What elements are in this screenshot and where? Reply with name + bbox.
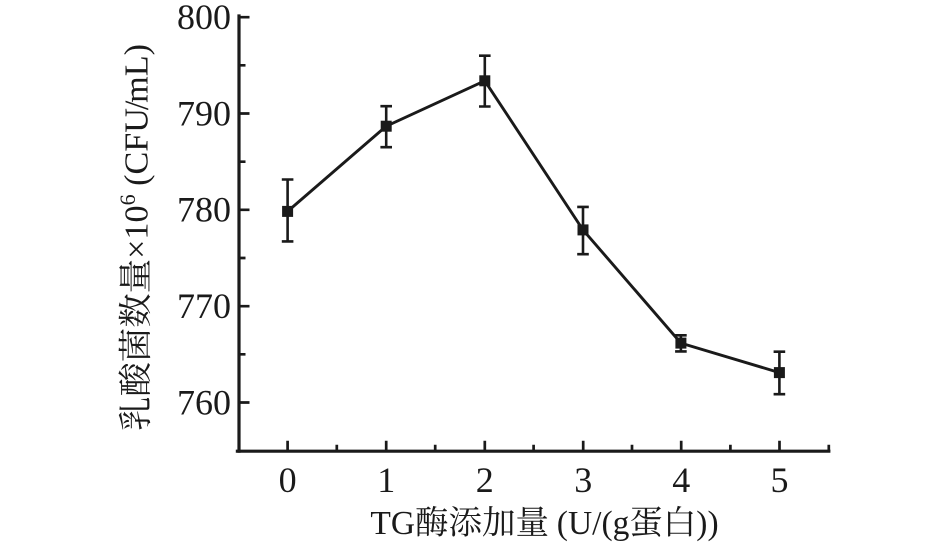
svg-text:1: 1 bbox=[377, 460, 395, 500]
svg-text:(U/(g: (U/(g bbox=[557, 505, 630, 542]
svg-text:780: 780 bbox=[177, 190, 231, 230]
svg-text:/: / bbox=[119, 100, 156, 110]
svg-text:4: 4 bbox=[672, 460, 690, 500]
svg-text:770: 770 bbox=[177, 286, 231, 326]
svg-text:0: 0 bbox=[279, 460, 297, 500]
svg-text:×10: ×10 bbox=[119, 205, 156, 258]
svg-text:5: 5 bbox=[771, 460, 789, 500]
svg-text:mL): mL) bbox=[119, 44, 156, 103]
svg-text:2: 2 bbox=[476, 460, 494, 500]
svg-text:790: 790 bbox=[177, 93, 231, 133]
svg-text:)): )) bbox=[696, 505, 718, 542]
svg-text:(CFU: (CFU bbox=[119, 108, 156, 186]
svg-text:800: 800 bbox=[177, 0, 231, 37]
svg-text:6: 6 bbox=[115, 194, 140, 205]
svg-text:760: 760 bbox=[177, 382, 231, 422]
svg-text:TG: TG bbox=[370, 505, 415, 542]
svg-text:3: 3 bbox=[574, 460, 592, 500]
